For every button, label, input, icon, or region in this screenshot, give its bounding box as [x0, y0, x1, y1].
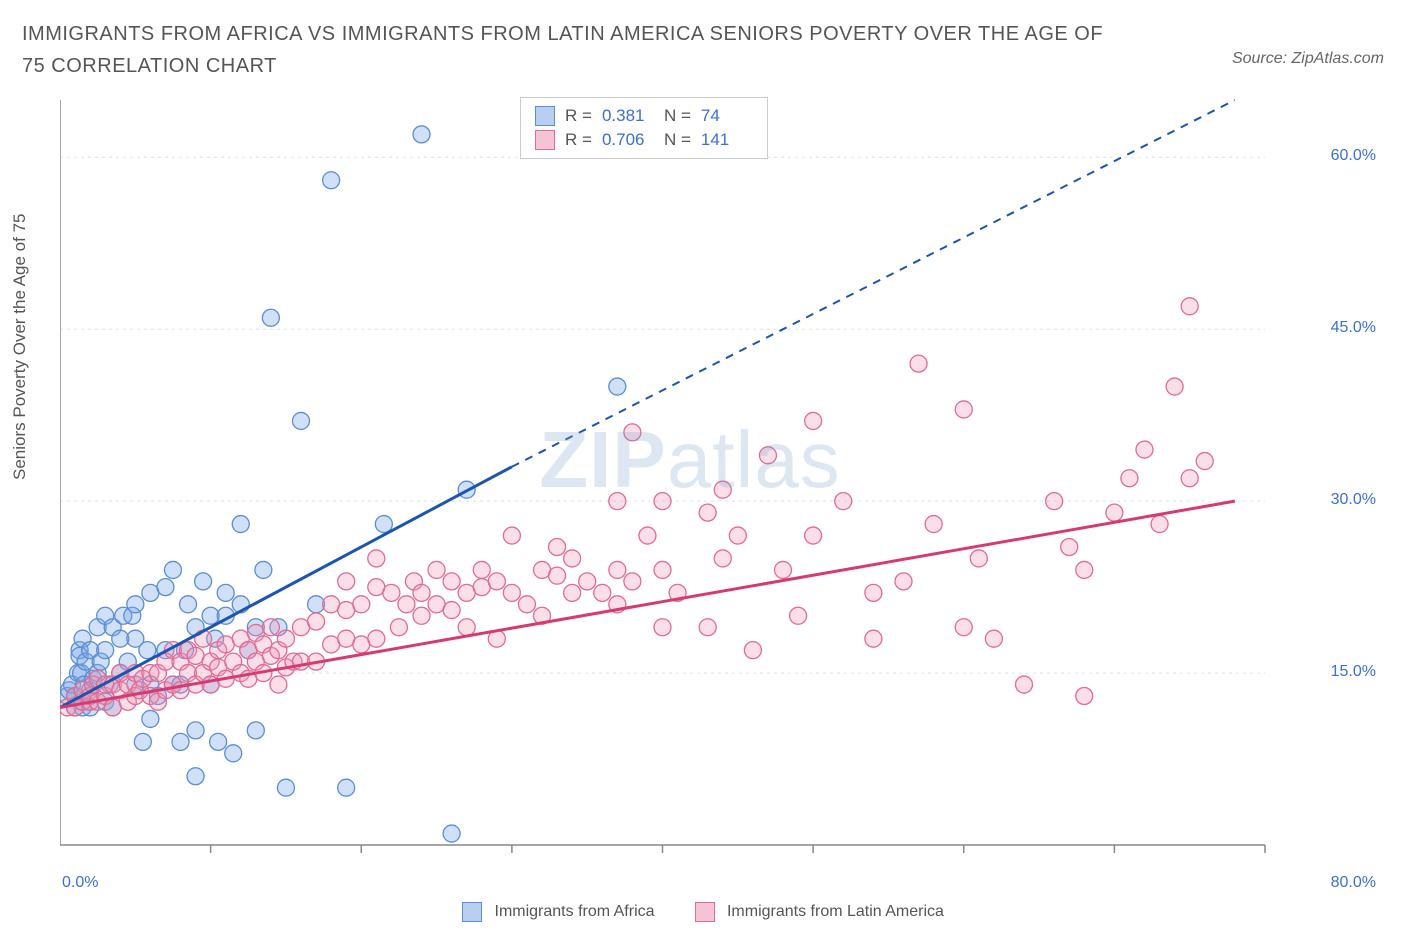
- y-axis-tick-label: 60.0%: [1331, 147, 1376, 165]
- stats-row-latin-america: R = 0.706 N = 141: [535, 128, 753, 152]
- legend-swatch-africa: [462, 902, 482, 922]
- scatter-plot-svg: [60, 95, 1320, 855]
- y-axis-label: Seniors Poverty Over the Age of 75: [10, 214, 30, 480]
- stats-row-africa: R = 0.381 N = 74: [535, 104, 753, 128]
- y-axis-tick-label: 15.0%: [1331, 663, 1376, 681]
- legend-label-africa: Immigrants from Africa: [495, 903, 655, 920]
- y-axis-tick-label: 45.0%: [1331, 319, 1376, 337]
- legend-item-africa: Immigrants from Africa: [462, 902, 654, 922]
- x-axis-min-label: 0.0%: [62, 874, 98, 892]
- bottom-legend: Immigrants from Africa Immigrants from L…: [0, 902, 1406, 922]
- y-axis-tick-label: 30.0%: [1331, 491, 1376, 509]
- stats-swatch-latin-america: [535, 130, 555, 150]
- stats-swatch-africa: [535, 106, 555, 126]
- chart-title: IMMIGRANTS FROM AFRICA VS IMMIGRANTS FRO…: [22, 18, 1122, 82]
- x-axis-max-label: 80.0%: [1331, 874, 1376, 892]
- source-credit: Source: ZipAtlas.com: [1232, 50, 1384, 68]
- stats-box: R = 0.381 N = 74 R = 0.706 N = 141: [520, 97, 768, 159]
- plot-area: ZIPatlas: [60, 95, 1320, 855]
- legend-swatch-latin-america: [695, 902, 715, 922]
- legend-item-latin-america: Immigrants from Latin America: [695, 902, 944, 922]
- legend-label-latin-america: Immigrants from Latin America: [727, 903, 944, 920]
